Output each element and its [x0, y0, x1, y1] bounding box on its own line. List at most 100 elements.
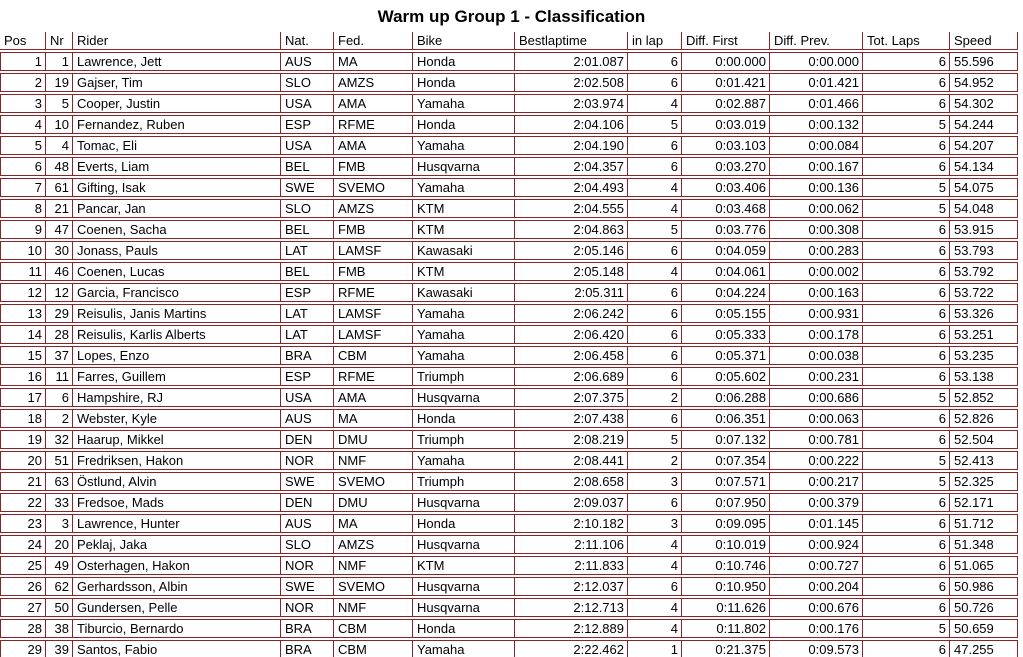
cell-bestlaptime: 2:06.689	[514, 367, 627, 386]
cell-pos: 2	[0, 73, 45, 92]
cell-nat: BRA	[280, 619, 333, 638]
cell-nat: ESP	[280, 115, 333, 134]
cell-bike: Yamaha	[412, 136, 514, 155]
cell-nr: 46	[45, 262, 72, 281]
cell-diff_prev: 0:00.178	[769, 325, 862, 344]
cell-fed: MA	[333, 514, 412, 533]
cell-bestlaptime: 2:08.441	[514, 451, 627, 470]
cell-nat: BRA	[280, 640, 333, 657]
cell-diff_first: 0:10.019	[681, 535, 769, 554]
table-row: 12 12 Garcia, Francisco ESP RFME Kawasaki 2:05…	[0, 283, 1018, 302]
cell-pos: 29	[0, 640, 45, 657]
cell-bestlaptime: 2:05.148	[514, 262, 627, 281]
cell-diff_first: 0:05.602	[681, 367, 769, 386]
cell-diff_prev: 0:00.167	[769, 157, 862, 176]
cell-tot_laps: 5	[862, 388, 949, 407]
table-row: 28 38 Tiburcio, Bernardo BRA CBM Honda 2:12.88…	[0, 619, 1018, 638]
table-row: 2 19 Gajser, Tim SLO AMZS Honda 2:02.508 6 0:01.…	[0, 73, 1018, 92]
cell-in_lap: 6	[627, 52, 681, 71]
cell-fed: CBM	[333, 640, 412, 657]
cell-nat: BEL	[280, 220, 333, 239]
cell-pos: 26	[0, 577, 45, 596]
cell-speed: 51.348	[949, 535, 1018, 554]
cell-bike: Honda	[412, 409, 514, 428]
table-row: 25 49 Osterhagen, Hakon NOR NMF KTM 2:11.833 4 0…	[0, 556, 1018, 575]
cell-nr: 48	[45, 157, 72, 176]
cell-diff_prev: 0:00.002	[769, 262, 862, 281]
cell-rider: Haarup, Mikkel	[72, 430, 280, 449]
cell-in_lap: 4	[627, 262, 681, 281]
cell-pos: 9	[0, 220, 45, 239]
cell-in_lap: 6	[627, 136, 681, 155]
cell-bestlaptime: 2:04.357	[514, 157, 627, 176]
cell-bestlaptime: 2:04.555	[514, 199, 627, 218]
cell-fed: LAMSF	[333, 325, 412, 344]
cell-speed: 54.075	[949, 178, 1018, 197]
cell-diff_first: 0:10.746	[681, 556, 769, 575]
cell-fed: DMU	[333, 493, 412, 512]
cell-bike: Kawasaki	[412, 283, 514, 302]
cell-speed: 54.048	[949, 199, 1018, 218]
cell-diff_prev: 0:00.222	[769, 451, 862, 470]
cell-speed: 53.915	[949, 220, 1018, 239]
cell-pos: 11	[0, 262, 45, 281]
cell-nat: AUS	[280, 409, 333, 428]
cell-pos: 5	[0, 136, 45, 155]
cell-in_lap: 2	[627, 451, 681, 470]
column-header-nat: Nat.	[280, 32, 333, 50]
cell-bike: KTM	[412, 556, 514, 575]
cell-speed: 52.826	[949, 409, 1018, 428]
cell-tot_laps: 5	[862, 619, 949, 638]
cell-nat: LAT	[280, 241, 333, 260]
cell-bike: Triumph	[412, 430, 514, 449]
cell-in_lap: 4	[627, 598, 681, 617]
cell-diff_first: 0:05.333	[681, 325, 769, 344]
cell-bestlaptime: 2:06.420	[514, 325, 627, 344]
cell-in_lap: 6	[627, 367, 681, 386]
cell-diff_first: 0:21.375	[681, 640, 769, 657]
cell-diff_first: 0:05.371	[681, 346, 769, 365]
cell-tot_laps: 6	[862, 535, 949, 554]
cell-speed: 52.171	[949, 493, 1018, 512]
cell-diff_first: 0:07.132	[681, 430, 769, 449]
cell-tot_laps: 6	[862, 598, 949, 617]
cell-nr: 37	[45, 346, 72, 365]
cell-rider: Cooper, Justin	[72, 94, 280, 113]
cell-tot_laps: 6	[862, 157, 949, 176]
cell-nat: BRA	[280, 346, 333, 365]
cell-nat: SWE	[280, 472, 333, 491]
cell-nr: 10	[45, 115, 72, 134]
cell-speed: 50.986	[949, 577, 1018, 596]
cell-nat: AUS	[280, 52, 333, 71]
table-row: 10 30 Jonass, Pauls LAT LAMSF Kawasaki 2:05.14…	[0, 241, 1018, 260]
cell-rider: Lopes, Enzo	[72, 346, 280, 365]
table-row: 23 3 Lawrence, Hunter AUS MA Honda 2:10.182 3 0:…	[0, 514, 1018, 533]
cell-rider: Jonass, Pauls	[72, 241, 280, 260]
cell-diff_first: 0:00.000	[681, 52, 769, 71]
cell-pos: 22	[0, 493, 45, 512]
cell-speed: 54.244	[949, 115, 1018, 134]
cell-rider: Hampshire, RJ	[72, 388, 280, 407]
cell-in_lap: 4	[627, 199, 681, 218]
cell-tot_laps: 6	[862, 262, 949, 281]
table-row: 19 32 Haarup, Mikkel DEN DMU Triumph 2:08.219 5…	[0, 430, 1018, 449]
cell-bestlaptime: 2:05.311	[514, 283, 627, 302]
cell-in_lap: 6	[627, 346, 681, 365]
cell-speed: 53.792	[949, 262, 1018, 281]
cell-nat: LAT	[280, 325, 333, 344]
cell-pos: 20	[0, 451, 45, 470]
cell-tot_laps: 6	[862, 220, 949, 239]
cell-bike: Honda	[412, 514, 514, 533]
cell-fed: AMA	[333, 94, 412, 113]
cell-bike: Yamaha	[412, 325, 514, 344]
cell-bike: KTM	[412, 220, 514, 239]
cell-diff_first: 0:04.061	[681, 262, 769, 281]
cell-nat: SLO	[280, 199, 333, 218]
cell-diff_prev: 0:00.062	[769, 199, 862, 218]
cell-fed: SVEMO	[333, 178, 412, 197]
cell-tot_laps: 6	[862, 346, 949, 365]
cell-fed: AMZS	[333, 199, 412, 218]
cell-diff_prev: 0:00.132	[769, 115, 862, 134]
cell-diff_first: 0:11.626	[681, 598, 769, 617]
cell-bestlaptime: 2:06.242	[514, 304, 627, 323]
